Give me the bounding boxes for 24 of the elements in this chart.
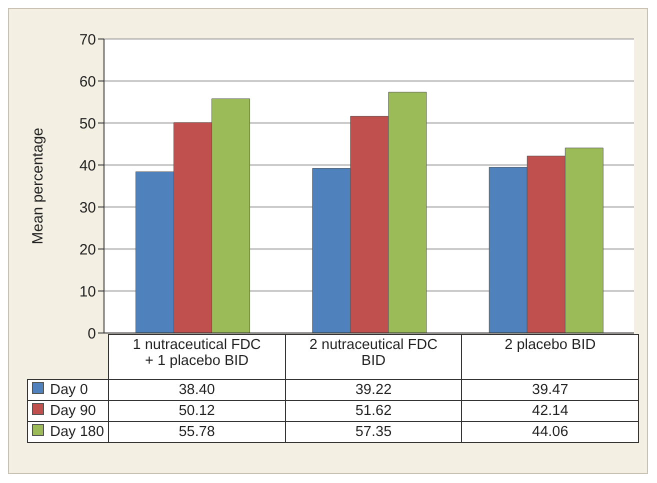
x-tick-label: 1 nutraceutical FDC + 1 placebo BID [108,334,286,380]
legend-label: Day 180 [28,422,109,442]
y-tick-label: 10 [79,283,96,300]
data-label: 44.06 [462,422,638,442]
y-tick-label: 0 [88,325,96,342]
data-label: 51.62 [285,400,462,422]
data-label: 38.40 [108,380,286,400]
data-label: 42.14 [462,400,638,422]
y-tick-label: 20 [79,241,96,258]
data-label: 50.12 [108,400,286,422]
data-label: 57.35 [285,422,462,442]
y-tick-label: 30 [79,199,96,216]
legend-label: Day 90 [28,400,109,422]
data-label: 39.22 [285,380,462,400]
y-tick-label: 70 [79,31,96,48]
legend-label: Day 0 [28,380,109,400]
y-tick-label: 40 [79,157,96,174]
y-tick-label: 60 [79,73,96,90]
data-label: 39.47 [462,380,638,400]
y-axis-title: Mean percentage [29,128,46,244]
y-tick-label: 50 [79,115,96,132]
x-tick-label: 2 nutraceutical FDC BID [285,334,462,380]
x-tick-label: 2 placebo BID [462,334,638,380]
data-label: 55.78 [108,422,286,442]
